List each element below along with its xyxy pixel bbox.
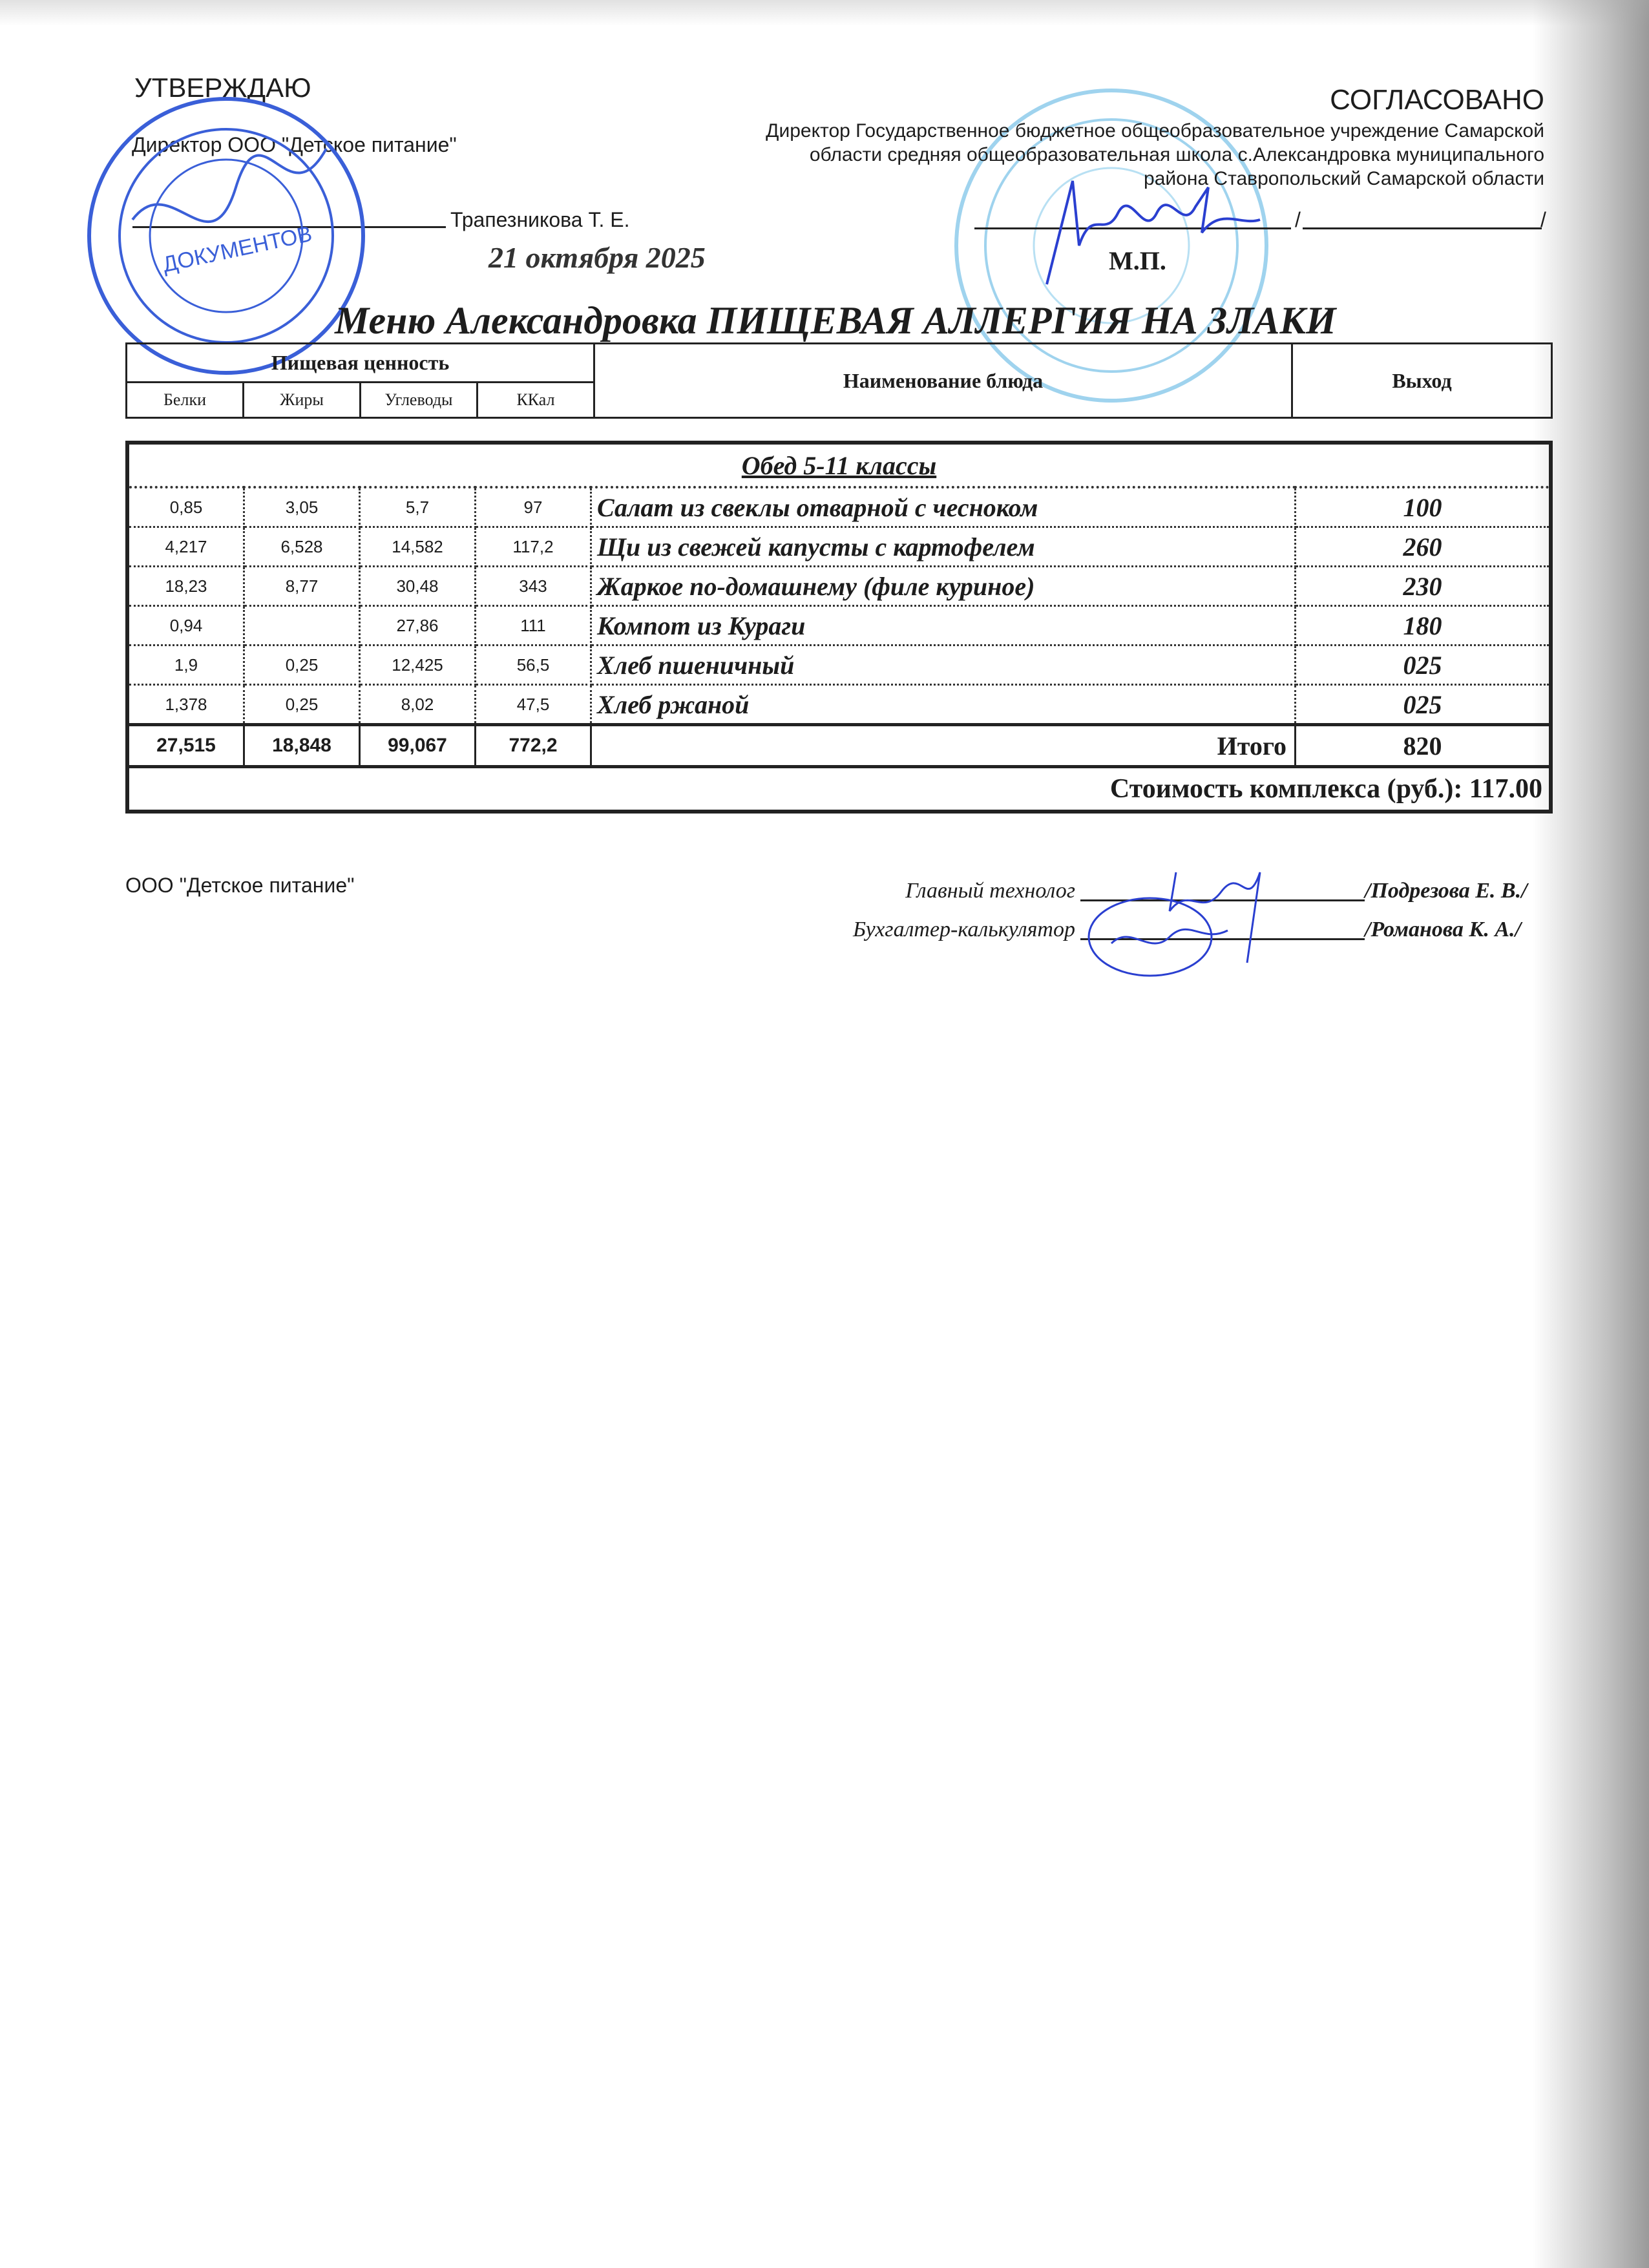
complex-cost: Стоимость комплекса (руб.): 117.00 (1109, 774, 1542, 804)
agree-position-line: Директор Государственное бюджетное общео… (766, 120, 1544, 142)
cell-protein: 18,23 (127, 566, 245, 607)
footer-org: ООО "Детское питание" (125, 874, 355, 897)
cell-output: 100 (1295, 487, 1551, 528)
seal-label: М.П. (1109, 246, 1166, 275)
cell-carbs: 8,02 (359, 684, 476, 726)
total-row: 27,515 18,848 99,067 772,2 Итого 820 (127, 723, 1552, 768)
cell-protein: 0,85 (127, 487, 245, 528)
scan-shadow-top (0, 0, 1649, 26)
cell-output: 180 (1295, 605, 1551, 646)
col-protein: Белки (125, 381, 244, 419)
total-carbs: 99,067 (359, 723, 476, 768)
cell-kcal: 343 (475, 566, 592, 607)
cell-fat: 0,25 (244, 684, 361, 726)
agree-slash: / (1295, 208, 1301, 231)
cell-fat: 3,05 (244, 487, 361, 528)
agree-position-line: области средняя общеобразовательная школ… (809, 144, 1544, 165)
footer-signatures (1087, 872, 1261, 977)
dish-header: Наименование блюда (593, 342, 1293, 419)
cell-output: 025 (1295, 684, 1551, 726)
cell-protein: 1,378 (127, 684, 245, 726)
header-table: Пищевая ценность Наименование блюда Выхо… (125, 342, 1553, 419)
total-fat: 18,848 (244, 723, 361, 768)
cell-protein: 1,9 (127, 645, 245, 686)
table-row: 1,9 0,25 12,425 56,5 Хлеб пшеничный 025 (127, 645, 1551, 686)
cell-output: 230 (1295, 566, 1551, 607)
cell-output: 025 (1295, 645, 1551, 686)
cell-dish-name: Жаркое по-домашнему (филе куриное) (591, 566, 1296, 607)
agree-position-line: района Ставропольский Самарской области (1144, 168, 1544, 189)
section-title: Обед 5-11 классы (127, 443, 1551, 488)
approve-signature-line (132, 226, 446, 228)
cell-fat: 6,528 (244, 527, 361, 567)
cell-carbs: 27,86 (359, 605, 476, 646)
cell-kcal: 117,2 (475, 527, 592, 567)
acc-role: Бухгалтер-калькулятор (852, 918, 1075, 941)
total-label: Итого (591, 723, 1296, 768)
scan-shadow (1533, 0, 1649, 2268)
cell-protein: 4,217 (127, 527, 245, 567)
table-row: 0,94 27,86 111 Компот из Кураги 180 (127, 605, 1551, 646)
cell-dish-name: Компот из Кураги (591, 605, 1296, 646)
cell-dish-name: Хлеб пшеничный (591, 645, 1296, 686)
cell-fat (244, 605, 361, 646)
acc-signature-line (1080, 938, 1365, 940)
total-kcal: 772,2 (475, 723, 592, 768)
cell-dish-name: Салат из свеклы отварной с чесноком (591, 487, 1296, 528)
table-row: 18,23 8,77 30,48 343 Жаркое по-домашнему (фи… (127, 566, 1551, 607)
table-row: 0,85 3,05 5,7 97 Салат из свеклы отварной с … (127, 487, 1551, 528)
col-kcal: ККал (476, 381, 595, 419)
cell-kcal: 47,5 (475, 684, 592, 726)
agree-heading: СОГЛАСОВАНО (1330, 84, 1544, 116)
tech-name: /Подрезова Е. В./ (1365, 879, 1528, 903)
cell-kcal: 56,5 (475, 645, 592, 686)
tech-role: Главный технолог (905, 879, 1075, 903)
cell-output: 260 (1295, 527, 1551, 567)
cell-protein: 0,94 (127, 605, 245, 646)
svg-text:ДОКУМЕНТОВ: ДОКУМЕНТОВ (160, 222, 314, 277)
agree-signature (1045, 180, 1261, 285)
cell-carbs: 5,7 (359, 487, 476, 528)
col-fat: Жиры (242, 381, 361, 419)
cell-carbs: 14,582 (359, 527, 476, 567)
cell-dish-name: Щи из свежей капусты с картофелем (591, 527, 1296, 567)
menu-table: Обед 5-11 классы 0,85 3,05 5,7 97 Салат из с… (125, 441, 1553, 814)
nutrition-header: Пищевая ценность (125, 342, 595, 383)
agree-position: Директор Государственное бюджетное общео… (766, 119, 1544, 191)
output-header: Выход (1291, 342, 1553, 419)
agree-signature-line (974, 227, 1291, 229)
table-row: 1,378 0,25 8,02 47,5 Хлеб ржаной 025 (127, 684, 1551, 726)
company-stamp: ДОКУМЕНТОВ (87, 97, 365, 375)
table-row: 4,217 6,528 14,582 117,2 Щи из свежей капуст… (127, 527, 1551, 567)
cell-dish-name: Хлеб ржаной (591, 684, 1296, 726)
cell-fat: 8,77 (244, 566, 361, 607)
cell-carbs: 12,425 (359, 645, 476, 686)
col-carbs: Углеводы (359, 381, 478, 419)
agree-name-line (1303, 227, 1542, 229)
approve-date: 21 октября 2025 (488, 241, 706, 274)
total-output: 820 (1295, 723, 1552, 768)
cell-kcal: 111 (475, 605, 592, 646)
approve-name: Трапезникова Т. Е. (450, 208, 630, 231)
page-title: Меню Александровка ПИЩЕВАЯ АЛЛЕРГИЯ НА З… (335, 299, 1336, 342)
cell-fat: 0,25 (244, 645, 361, 686)
acc-name: /Романова К. А./ (1365, 918, 1522, 941)
tech-signature-line (1080, 899, 1365, 901)
cell-kcal: 97 (475, 487, 592, 528)
total-protein: 27,515 (127, 723, 245, 768)
agree-slash-end: / (1540, 208, 1546, 231)
cell-carbs: 30,48 (359, 566, 476, 607)
